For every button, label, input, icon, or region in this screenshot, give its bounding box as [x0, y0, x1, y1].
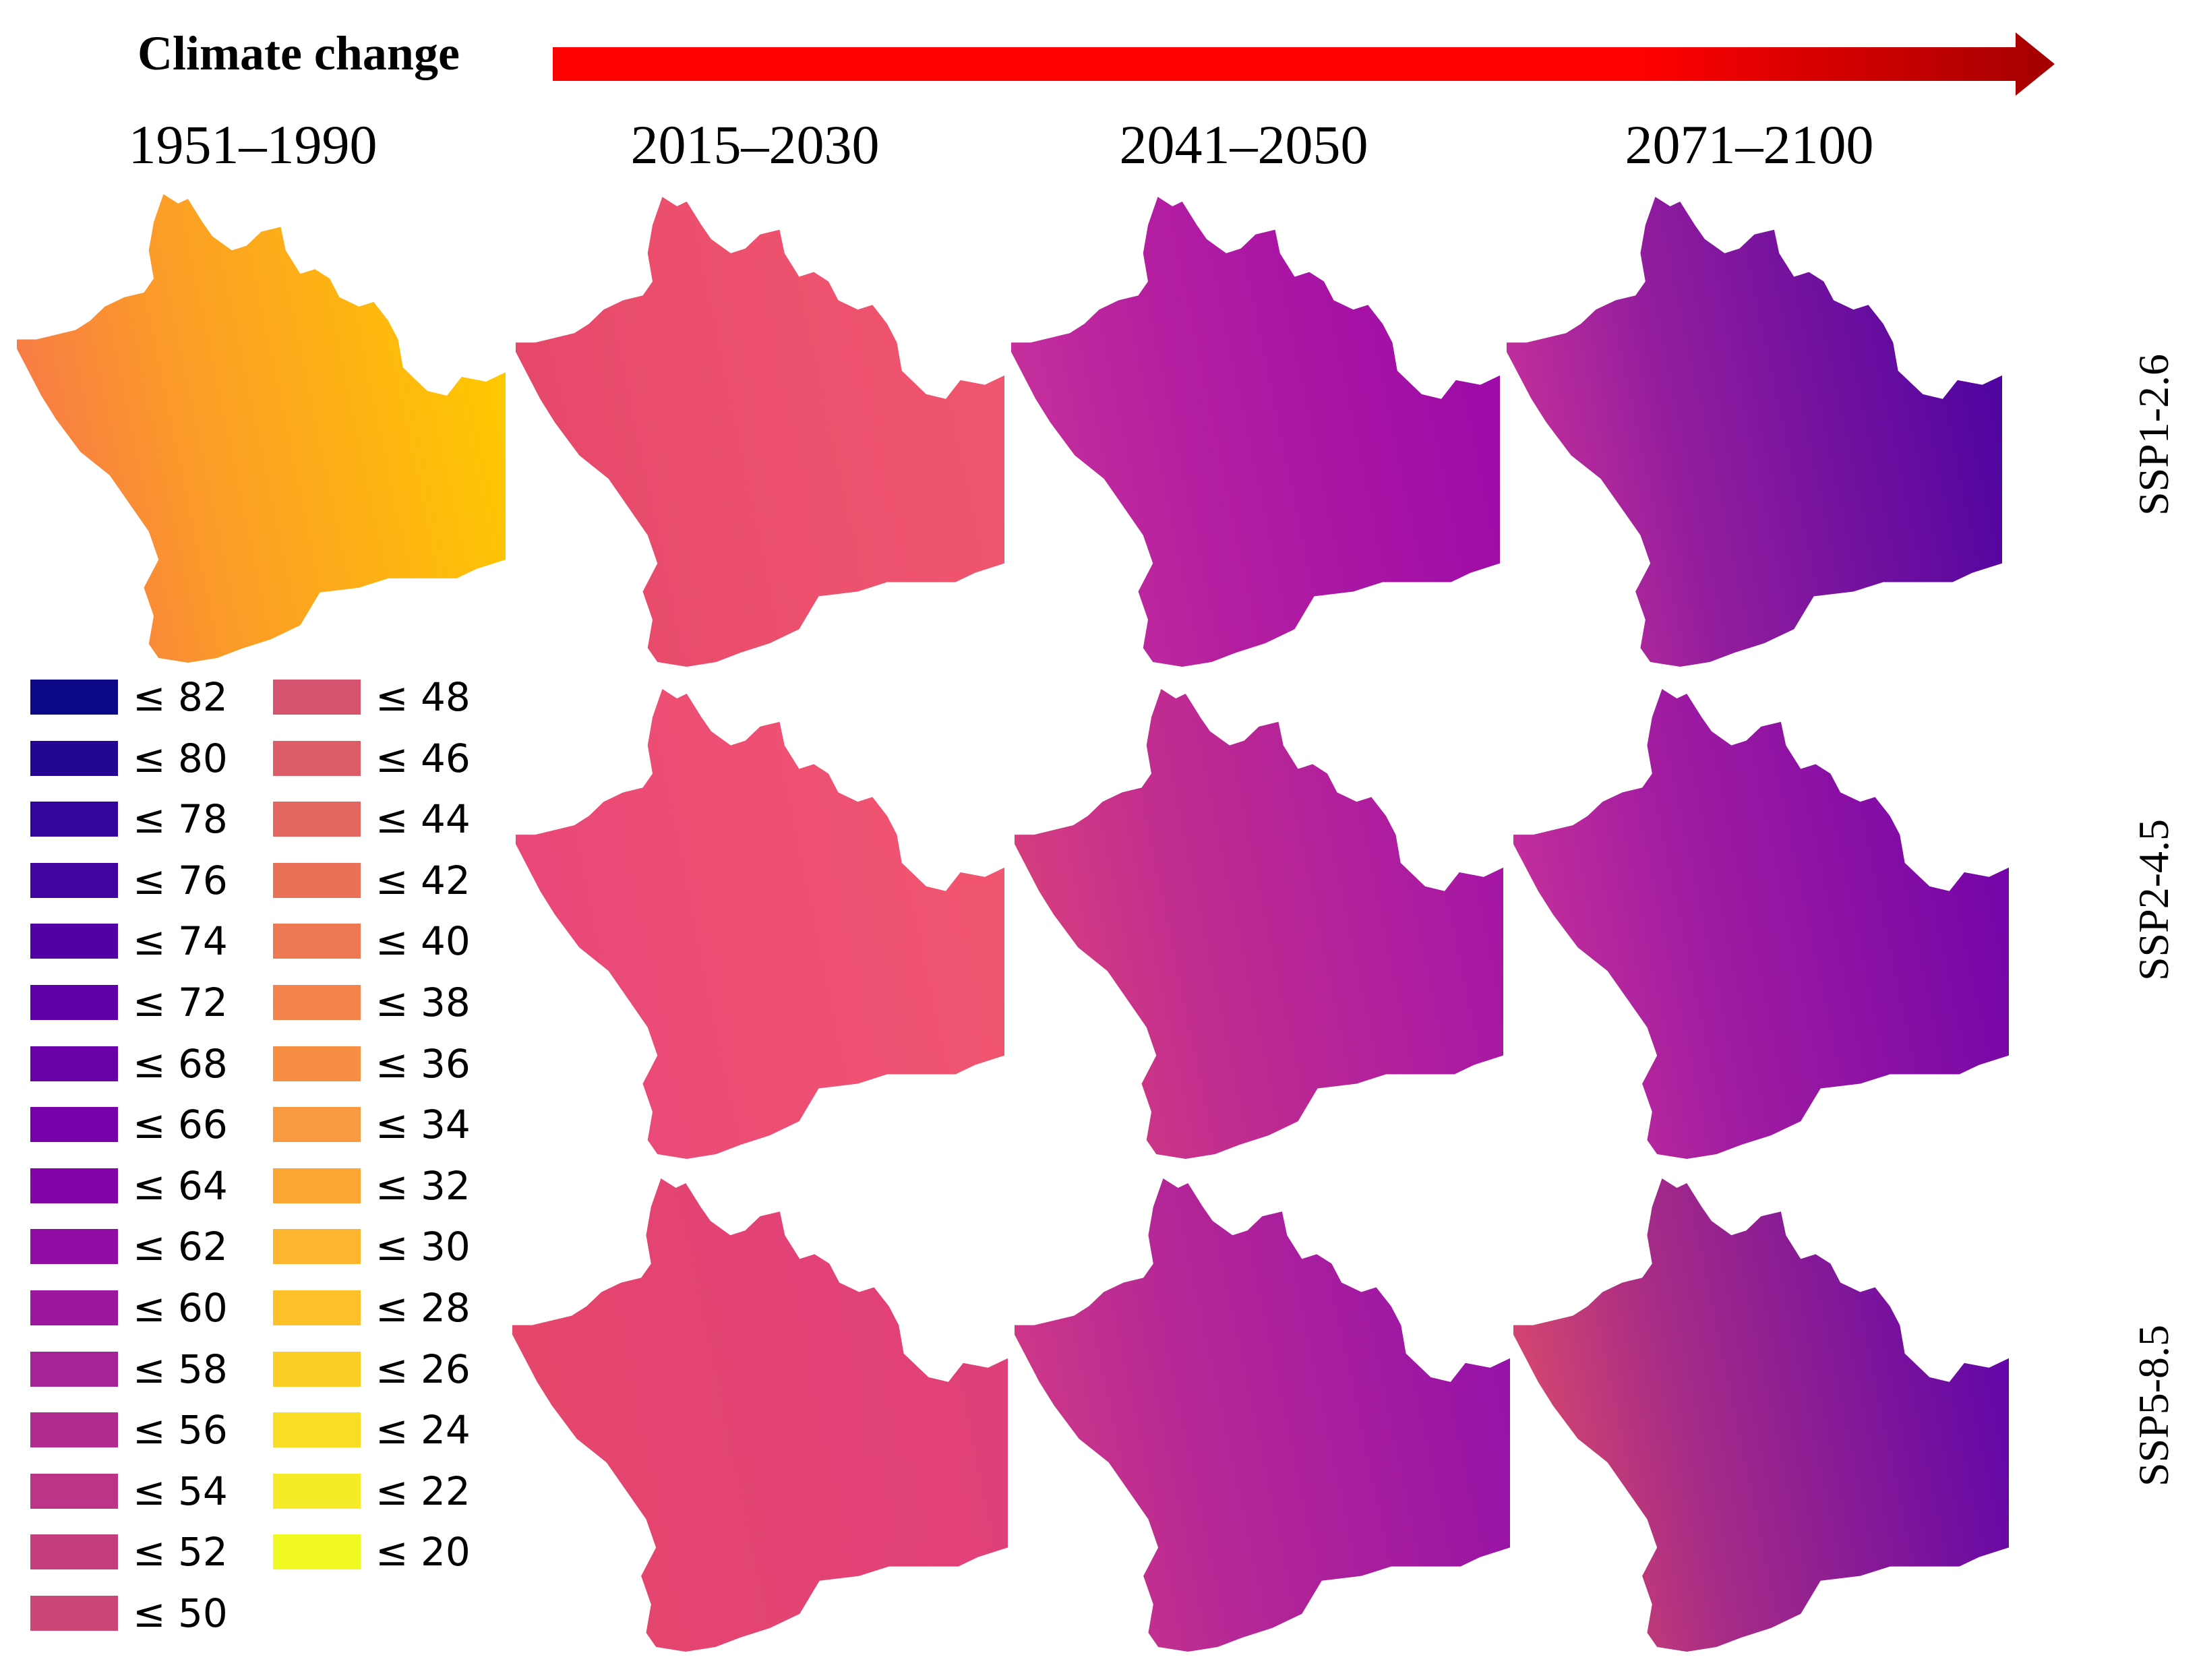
period-heading-1951-1990: 1951–1990 — [128, 114, 378, 175]
region-shape — [1513, 689, 2009, 1159]
legend-swatch — [30, 985, 118, 1020]
legend-swatch — [273, 924, 361, 959]
header-title: Climate change — [138, 26, 460, 80]
map-1951-1990-ssp1-2-6 — [17, 194, 506, 663]
legend-label: ≤ 32 — [375, 1162, 471, 1209]
legend-label: ≤ 20 — [375, 1529, 471, 1576]
legend-label: ≤ 56 — [133, 1407, 228, 1453]
legend-label: ≤ 80 — [133, 735, 228, 781]
legend-swatch — [30, 1229, 118, 1265]
region-shape — [1513, 1178, 2009, 1652]
map-2071-2100-ssp2-4-5 — [1513, 689, 2009, 1159]
legend-swatch — [30, 1290, 118, 1325]
map-2015-2030-ssp1-2-6 — [516, 197, 1004, 667]
legend-swatch — [30, 1412, 118, 1448]
legend-label: ≤ 82 — [133, 674, 228, 720]
map-2015-2030-ssp2-4-5 — [516, 689, 1004, 1159]
legend-label: ≤ 30 — [375, 1224, 471, 1270]
legend-label: ≤ 36 — [375, 1040, 471, 1087]
region-shape — [1507, 197, 2002, 667]
legend-label: ≤ 24 — [375, 1407, 471, 1453]
region-shape — [512, 1178, 1008, 1652]
map-2041-2050-ssp2-4-5 — [1015, 689, 1503, 1159]
legend-swatch — [30, 680, 118, 715]
legend-swatch — [30, 1168, 118, 1203]
legend-label: ≤ 52 — [133, 1529, 228, 1576]
legend-swatch — [30, 1351, 118, 1387]
legend-label: ≤ 48 — [375, 674, 471, 720]
legend-label: ≤ 22 — [375, 1468, 471, 1514]
legend-label: ≤ 38 — [375, 980, 471, 1025]
legend-label: ≤ 66 — [133, 1102, 228, 1148]
legend-label: ≤ 54 — [133, 1468, 228, 1514]
scenario-label-ssp1-2-6: SSP1-2.6 — [2130, 353, 2177, 516]
legend-label: ≤ 42 — [375, 857, 471, 903]
legend-swatch — [30, 1046, 118, 1081]
legend-label: ≤ 78 — [133, 796, 228, 843]
legend-swatch — [273, 1351, 361, 1387]
legend-swatch — [273, 740, 361, 776]
map-2071-2100-ssp1-2-6 — [1507, 197, 2002, 667]
legend-swatch — [30, 740, 118, 776]
legend-label: ≤ 72 — [133, 980, 228, 1025]
map-2015-2030-ssp5-8-5 — [512, 1178, 1008, 1652]
legend-swatch — [273, 1290, 361, 1325]
legend-label: ≤ 58 — [133, 1346, 228, 1392]
legend-swatch — [30, 862, 118, 898]
period-heading-2071-2100: 2071–2100 — [1625, 114, 1874, 175]
legend-label: ≤ 44 — [375, 796, 471, 843]
legend-swatch — [273, 985, 361, 1020]
legend-label: ≤ 34 — [375, 1102, 471, 1148]
legend-label: ≤ 26 — [375, 1346, 471, 1392]
region-shape — [1011, 197, 1500, 667]
legend-swatch — [30, 802, 118, 837]
region-shape — [516, 197, 1004, 667]
legend-swatch — [273, 1046, 361, 1081]
legend-label: ≤ 74 — [133, 918, 228, 965]
legend-label: ≤ 64 — [133, 1162, 228, 1209]
legend-swatch — [273, 1412, 361, 1448]
legend-label: ≤ 50 — [133, 1590, 228, 1636]
legend-swatch — [30, 924, 118, 959]
legend-swatch — [273, 680, 361, 715]
period-heading-2041-2050: 2041–2050 — [1119, 114, 1368, 175]
legend-label: ≤ 40 — [375, 918, 471, 965]
legend-swatch — [273, 802, 361, 837]
legend-label: ≤ 76 — [133, 857, 228, 903]
region-shape — [516, 689, 1004, 1159]
scenario-label-ssp2-4-5: SSP2-4.5 — [2130, 818, 2177, 982]
climate-change-arrow — [553, 32, 2055, 96]
region-shape — [1015, 1178, 1510, 1652]
map-2041-2050-ssp1-2-6 — [1011, 197, 1500, 667]
scenario-label-ssp5-8-5: SSP5-8.5 — [2130, 1324, 2177, 1487]
legend-label: ≤ 60 — [133, 1285, 228, 1331]
legend-swatch — [30, 1534, 118, 1570]
region-shape — [17, 194, 506, 663]
legend-swatch — [30, 1107, 118, 1143]
region-shape — [1015, 689, 1503, 1159]
legend-swatch — [30, 1473, 118, 1509]
legend-swatch — [273, 1107, 361, 1143]
legend-swatch — [273, 1473, 361, 1509]
legend-label: ≤ 28 — [375, 1285, 471, 1331]
period-heading-2015-2030: 2015–2030 — [630, 114, 880, 175]
legend-swatch — [273, 862, 361, 898]
legend-label: ≤ 62 — [133, 1224, 228, 1270]
map-2041-2050-ssp5-8-5 — [1015, 1178, 1510, 1652]
legend-label: ≤ 46 — [375, 735, 471, 781]
legend-swatch — [273, 1534, 361, 1570]
legend-swatch — [30, 1596, 118, 1631]
map-2071-2100-ssp5-8-5 — [1513, 1178, 2009, 1652]
legend-swatch — [273, 1229, 361, 1265]
legend-swatch — [273, 1168, 361, 1203]
legend-label: ≤ 68 — [133, 1040, 228, 1087]
